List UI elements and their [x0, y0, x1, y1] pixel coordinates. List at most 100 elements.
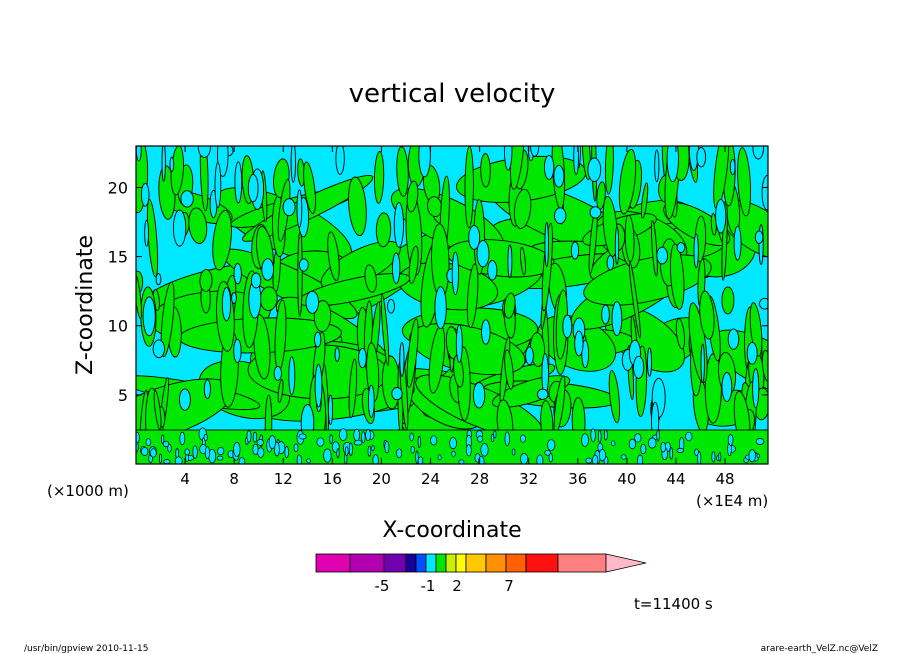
boundary-cell: [162, 440, 170, 448]
negative-cell: [172, 209, 187, 247]
negative-cell: [587, 157, 602, 182]
positive-cell: [602, 195, 618, 257]
boundary-cell: [520, 453, 529, 464]
boundary-cell: [293, 443, 299, 453]
positive-cell: [199, 269, 213, 292]
boundary-cell: [458, 459, 465, 464]
positive-cell: [699, 290, 715, 340]
x-tick-label: 12: [274, 470, 293, 488]
negative-cell: [455, 324, 463, 363]
boundary-cell: [718, 451, 722, 462]
boundary-cell: [252, 431, 258, 443]
negative-cell: [647, 347, 652, 377]
positive-cell: [513, 188, 532, 229]
positive-cell: [608, 369, 621, 424]
boundary-cell: [637, 454, 644, 464]
positive-cell: [188, 207, 208, 244]
boundary-cell: [603, 429, 608, 441]
boundary-cell: [167, 443, 172, 453]
colorbar-segment: [405, 553, 417, 573]
boundary-cell: [365, 429, 371, 442]
negative-cell: [553, 164, 565, 188]
y-tick-label: 15: [108, 248, 128, 267]
negative-cell: [733, 225, 742, 261]
boundary-cell: [274, 441, 280, 457]
positive-cell: [721, 202, 728, 281]
footer-right: arare-earth_VelZ.nc@VelZ: [761, 644, 878, 654]
negative-cell: [136, 146, 142, 162]
x-tick-label: 36: [568, 470, 587, 488]
positive-cell: [464, 146, 474, 229]
negative-cell: [214, 162, 222, 208]
negative-cell: [314, 364, 323, 408]
negative-cell: [754, 230, 764, 244]
colorbar-segment: [455, 553, 467, 573]
boundary-cell: [628, 438, 636, 450]
colorbar-label: -1: [421, 577, 436, 595]
boundary-cell: [437, 454, 442, 461]
negative-cell: [481, 319, 491, 345]
colorbar-segment: [557, 553, 607, 573]
velocity-field: [136, 146, 768, 464]
boundary-cell: [493, 430, 497, 439]
negative-cell: [574, 330, 584, 357]
positive-cell: [364, 264, 377, 293]
boundary-cell: [348, 442, 353, 456]
boundary-cell: [417, 456, 424, 464]
boundary-cell: [204, 446, 210, 459]
positive-cell: [348, 176, 367, 237]
boundary-cell: [647, 437, 657, 449]
plot-area: [135, 145, 769, 465]
colorbar-segment: [349, 553, 385, 573]
positive-cell: [396, 146, 409, 197]
boundary-cell: [372, 454, 379, 464]
boundary-cell: [410, 446, 415, 454]
boundary-cell: [252, 443, 259, 455]
negative-cell: [282, 198, 296, 217]
negative-cell: [589, 206, 602, 219]
boundary-cell: [316, 437, 325, 447]
boundary-cell: [298, 433, 307, 440]
boundary-cell: [233, 442, 241, 457]
colorbar-segment: [435, 553, 447, 573]
x-axis-label: X-coordinate: [382, 518, 521, 543]
negative-cell: [334, 347, 340, 362]
negative-cell: [296, 189, 303, 228]
boundary-cell: [598, 448, 606, 462]
boundary-cell: [581, 433, 589, 447]
boundary-cell: [490, 434, 495, 442]
boundary-cell: [480, 443, 489, 457]
negative-cell: [391, 387, 403, 401]
negative-cell: [536, 388, 549, 400]
negative-cell: [451, 251, 460, 296]
positive-region: [492, 375, 571, 408]
colorbar-segment: [415, 553, 427, 573]
negative-cell: [144, 219, 150, 247]
negative-cell: [601, 304, 610, 325]
negative-cell: [418, 146, 431, 178]
positive-cell: [624, 214, 635, 263]
positive-cell: [651, 220, 658, 277]
negative-cell: [693, 233, 699, 269]
boundary-cell: [203, 433, 208, 442]
boundary-cell: [256, 439, 264, 446]
x-tick-label: 20: [372, 470, 391, 488]
positive-cell: [277, 379, 284, 403]
positive-cell: [297, 230, 303, 317]
negative-cell: [654, 149, 660, 183]
boundary-cell: [268, 435, 276, 449]
boundary-cell: [504, 431, 510, 447]
negative-cell: [656, 246, 669, 265]
positive-cell: [675, 318, 686, 350]
x-tick-label: 16: [323, 470, 342, 488]
footer-left: /usr/bin/gpview 2010-11-15: [24, 644, 148, 654]
negative-cell: [155, 273, 162, 286]
x-unit-label: (×1E4 m): [696, 492, 768, 510]
negative-cell: [581, 339, 590, 369]
negative-cell: [503, 146, 513, 171]
boundary-cell: [748, 449, 756, 463]
boundary-cell: [216, 455, 224, 461]
boundary-cell: [465, 444, 472, 457]
positive-cell: [541, 222, 553, 312]
boundary-cell: [536, 454, 544, 464]
